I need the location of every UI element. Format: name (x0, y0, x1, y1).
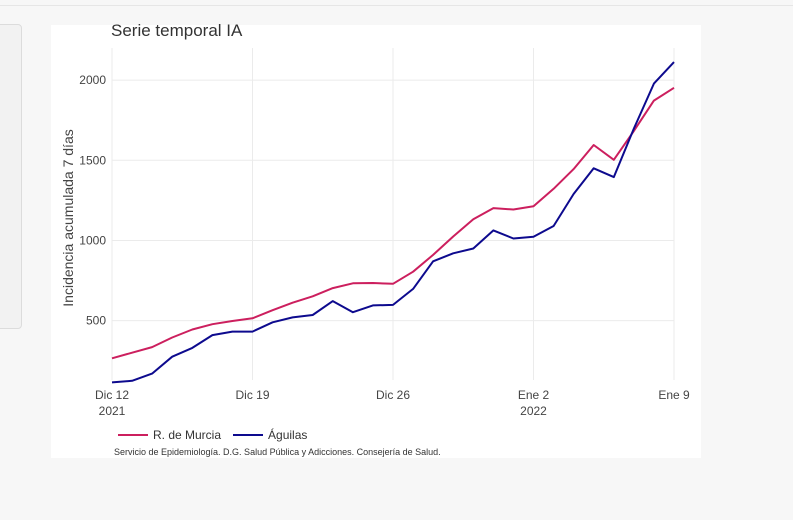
side-panel (0, 24, 22, 329)
legend-label: R. de Murcia (153, 428, 222, 442)
y-tick-label: 2000 (79, 73, 106, 87)
top-divider (0, 5, 793, 6)
series-lines (111, 61, 675, 384)
legend-label: Águilas (268, 428, 308, 442)
legend: R. de Murcia Águilas (118, 427, 319, 443)
y-axis-ticks: 500 1000 1500 2000 (79, 73, 106, 328)
chart-title: Serie temporal IA (111, 21, 243, 40)
x-tick-label: Ene 2 (518, 388, 550, 402)
x-axis-ticks: Dic 12 2021 Dic 19 Dic 26 Ene 2 2022 Ene 9 (95, 388, 690, 418)
legend-item-murcia[interactable]: R. de Murcia (118, 428, 221, 442)
x-tick-label: Dic 26 (376, 388, 410, 402)
legend-item-aguilas[interactable]: Águilas (233, 428, 307, 442)
source-note: Servicio de Epidemiología. D.G. Salud Pú… (114, 447, 441, 457)
x-tick-label: Dic 12 (95, 388, 129, 402)
y-tick-label: 1500 (79, 153, 106, 167)
x-tick-year-label: 2022 (520, 404, 547, 418)
x-tick-year-label: 2021 (99, 404, 126, 418)
y-tick-label: 500 (86, 314, 106, 328)
series-line-murcia (111, 86, 675, 360)
y-axis-label: Incidencia acumulada 7 días (60, 129, 76, 306)
x-tick-label: Ene 9 (658, 388, 690, 402)
y-tick-label: 1000 (79, 233, 106, 247)
x-tick-label: Dic 19 (235, 388, 269, 402)
legend-line-icon (118, 434, 148, 436)
series-line-aguilas (111, 61, 675, 384)
grid-lines (111, 48, 675, 380)
chart-card (51, 25, 701, 458)
legend-line-icon (233, 434, 264, 436)
